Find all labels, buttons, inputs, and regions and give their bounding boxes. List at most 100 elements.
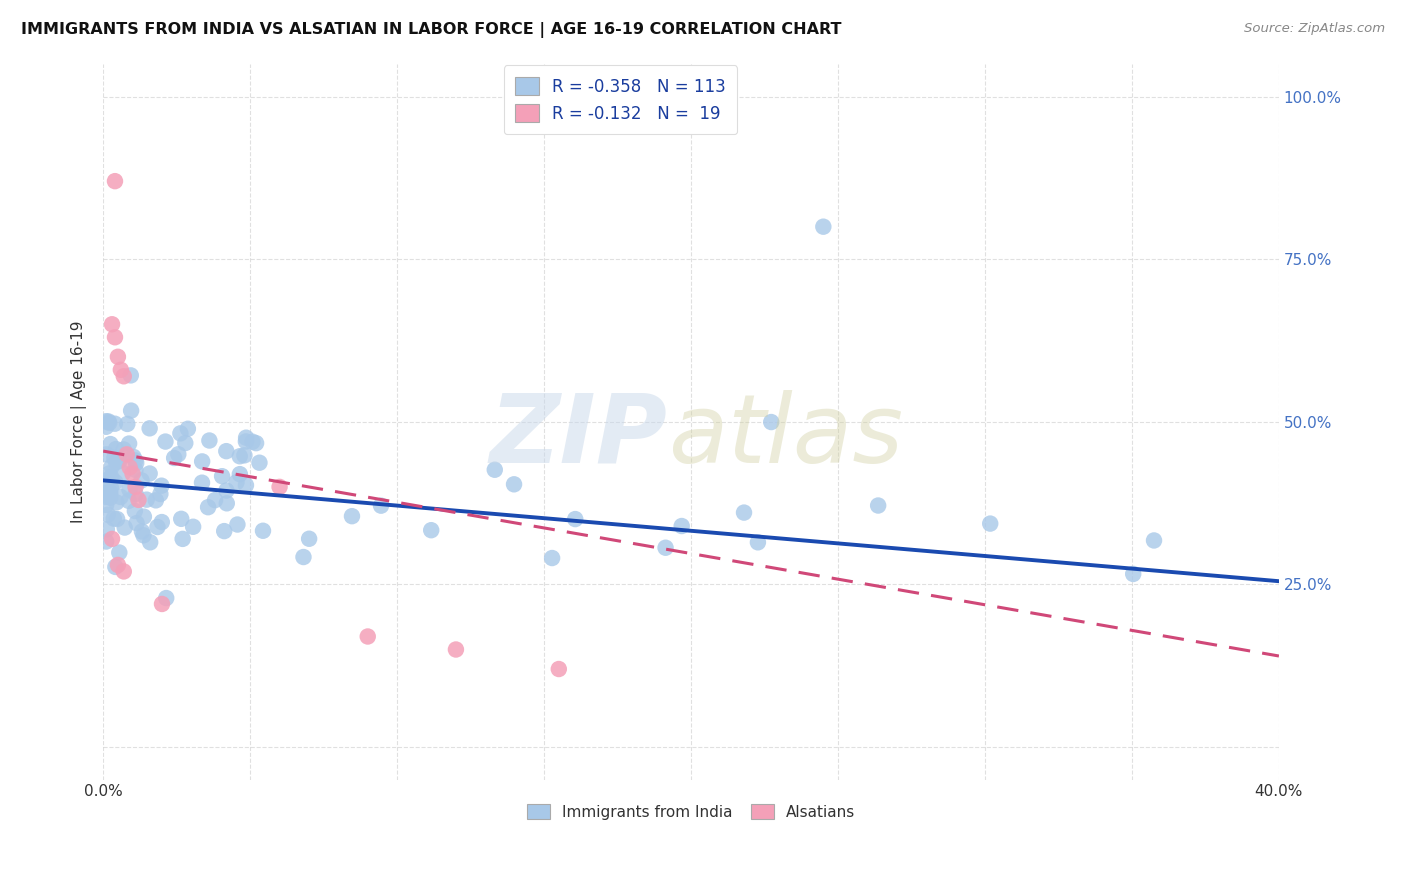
Point: [733, 506, 755, 520]
Point: [215, 483, 238, 498]
Point: [150, 478, 173, 492]
Point: [124, 487, 146, 501]
Point: [215, 496, 238, 510]
Point: [235, 478, 257, 492]
Point: [118, 436, 141, 450]
Point: [100, 469, 122, 483]
Point: [125, 456, 148, 470]
Point: [212, 524, 235, 538]
Point: [174, 436, 197, 450]
Point: [503, 477, 526, 491]
Point: [103, 450, 125, 465]
Point: [124, 480, 146, 494]
Point: [124, 453, 146, 467]
Point: [292, 549, 315, 564]
Point: [298, 532, 321, 546]
Point: [868, 499, 890, 513]
Point: [132, 528, 155, 542]
Point: [420, 523, 443, 537]
Point: [98, 486, 121, 500]
Point: [98, 416, 121, 430]
Point: [135, 492, 157, 507]
Point: [215, 444, 238, 458]
Point: [229, 449, 252, 463]
Point: [94, 534, 117, 549]
Point: [235, 434, 257, 449]
Point: [110, 490, 132, 504]
Point: [177, 422, 200, 436]
Point: [747, 535, 769, 549]
Point: [98, 491, 121, 505]
Point: [104, 330, 127, 344]
Point: [150, 597, 173, 611]
Point: [444, 642, 467, 657]
Point: [235, 431, 257, 445]
Point: [104, 417, 127, 431]
Point: [198, 434, 221, 448]
Point: [172, 532, 194, 546]
Point: [155, 434, 177, 449]
Point: [104, 560, 127, 574]
Point: [94, 498, 117, 512]
Point: [122, 450, 145, 464]
Point: [146, 520, 169, 534]
Point: [118, 460, 141, 475]
Point: [564, 512, 586, 526]
Text: atlas: atlas: [668, 390, 903, 483]
Point: [104, 475, 127, 490]
Point: [163, 450, 186, 465]
Point: [269, 480, 291, 494]
Point: [211, 469, 233, 483]
Point: [101, 532, 124, 546]
Point: [120, 368, 142, 383]
Point: [654, 541, 676, 555]
Point: [370, 499, 392, 513]
Point: [226, 517, 249, 532]
Legend: Immigrants from India, Alsatians: Immigrants from India, Alsatians: [520, 797, 862, 826]
Point: [112, 565, 135, 579]
Point: [197, 500, 219, 515]
Point: [112, 442, 135, 457]
Point: [145, 493, 167, 508]
Point: [107, 558, 129, 572]
Point: [104, 174, 127, 188]
Point: [98, 484, 121, 499]
Point: [131, 524, 153, 539]
Point: [252, 524, 274, 538]
Point: [96, 522, 118, 536]
Point: [98, 467, 121, 481]
Point: [94, 486, 117, 500]
Point: [97, 414, 120, 428]
Point: [245, 436, 267, 450]
Point: [105, 442, 128, 456]
Point: [94, 419, 117, 434]
Point: [97, 508, 120, 522]
Point: [118, 483, 141, 497]
Point: [813, 219, 835, 234]
Point: [107, 350, 129, 364]
Point: [124, 504, 146, 518]
Point: [671, 519, 693, 533]
Point: [155, 591, 177, 605]
Point: [127, 492, 149, 507]
Point: [114, 520, 136, 534]
Point: [101, 318, 124, 332]
Text: ZIP: ZIP: [489, 390, 668, 483]
Point: [204, 493, 226, 508]
Point: [1122, 566, 1144, 581]
Point: [484, 463, 506, 477]
Text: Source: ZipAtlas.com: Source: ZipAtlas.com: [1244, 22, 1385, 36]
Point: [169, 426, 191, 441]
Point: [249, 456, 271, 470]
Point: [340, 509, 363, 524]
Point: [181, 520, 204, 534]
Point: [105, 512, 128, 526]
Point: [167, 447, 190, 461]
Point: [94, 474, 117, 488]
Point: [357, 630, 380, 644]
Point: [103, 511, 125, 525]
Point: [100, 459, 122, 474]
Point: [547, 662, 569, 676]
Point: [979, 516, 1001, 531]
Point: [100, 437, 122, 451]
